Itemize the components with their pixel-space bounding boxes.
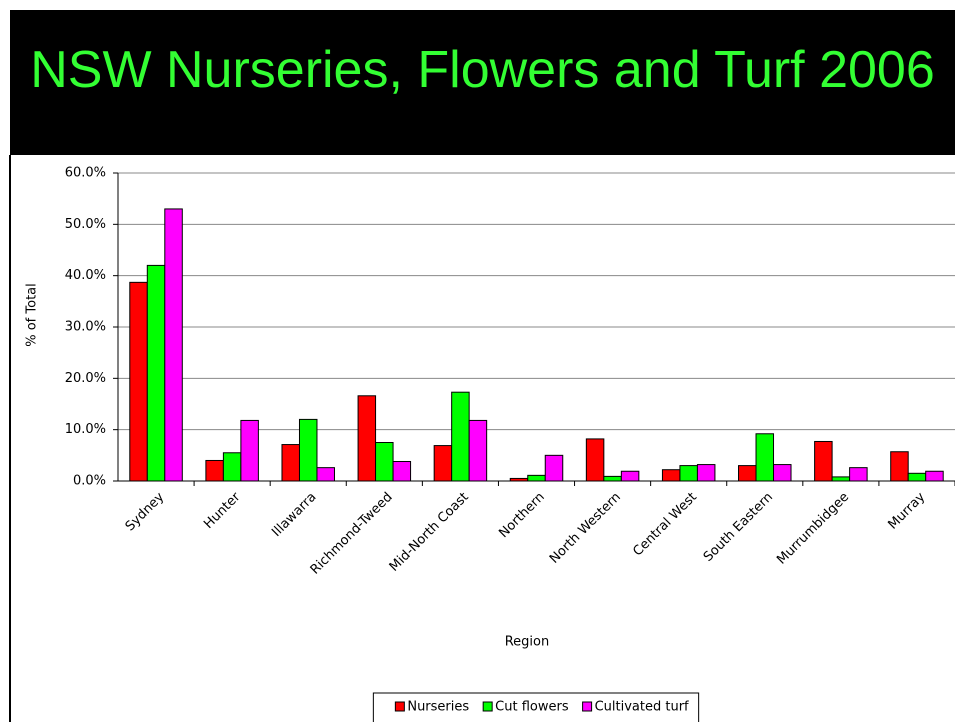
- x-tick-label: Northern: [496, 490, 547, 541]
- bar: [316, 467, 335, 482]
- legend-label: Nurseries: [407, 700, 469, 715]
- bar: [773, 464, 792, 482]
- y-tick-label: 10.0%: [65, 422, 106, 437]
- legend-swatch: [394, 701, 405, 712]
- x-tick-label: North Western: [547, 490, 624, 567]
- bar: [890, 451, 909, 482]
- x-tick-label: Illawarra: [269, 490, 319, 540]
- bar: [925, 470, 944, 482]
- legend-swatch: [482, 701, 493, 712]
- bar: [375, 442, 394, 482]
- bar: [240, 419, 259, 482]
- legend-swatch: [582, 701, 593, 712]
- bar: [433, 445, 453, 482]
- bar: [281, 444, 300, 482]
- bar: [679, 465, 698, 482]
- bar: [164, 208, 183, 482]
- bar: [661, 469, 681, 482]
- x-tick-label: Murray: [885, 489, 928, 532]
- y-tick-label: 0.0%: [73, 474, 106, 489]
- bar: [527, 474, 546, 482]
- bar: [814, 440, 833, 482]
- y-axis-label: % of Total: [25, 283, 40, 347]
- x-tick-label: Central West: [630, 490, 700, 560]
- bar: [696, 464, 716, 482]
- x-axis-label: Region: [505, 635, 550, 650]
- bar: [907, 472, 927, 482]
- y-tick-label: 30.0%: [65, 320, 106, 335]
- x-tick-label: Mid-North Coast: [387, 490, 472, 575]
- y-tick-label: 20.0%: [65, 371, 106, 386]
- x-tick-label: South Eastern: [701, 490, 776, 565]
- bar: [738, 465, 757, 482]
- bar: [222, 452, 242, 482]
- x-tick-label: Sydney: [123, 489, 168, 534]
- y-tick-label: 40.0%: [65, 268, 106, 283]
- x-tick-label: Richmond-Tweed: [308, 490, 396, 578]
- bar: [392, 460, 412, 482]
- legend: [372, 692, 700, 722]
- bar: [468, 419, 488, 482]
- legend-label: Cultivated turf: [595, 700, 689, 715]
- bar: [129, 281, 148, 482]
- bar: [603, 475, 622, 482]
- bar: [831, 476, 851, 482]
- x-tick-label: Murrumbidgee: [774, 490, 852, 568]
- bar: [620, 470, 640, 482]
- chart-title: NSW Nurseries, Flowers and Turf 2006: [10, 10, 955, 155]
- bar: [357, 395, 377, 482]
- bar: [205, 459, 224, 482]
- bar: [755, 433, 775, 482]
- legend-label: Cut flowers: [495, 700, 569, 715]
- y-tick-label: 50.0%: [65, 217, 106, 232]
- bar: [298, 418, 318, 482]
- y-tick-label: 60.0%: [65, 166, 106, 181]
- bar: [585, 438, 605, 482]
- bar: [451, 391, 470, 482]
- x-tick-label: Hunter: [201, 489, 244, 532]
- bar: [544, 454, 564, 482]
- bar: [146, 264, 166, 482]
- bar: [849, 467, 868, 482]
